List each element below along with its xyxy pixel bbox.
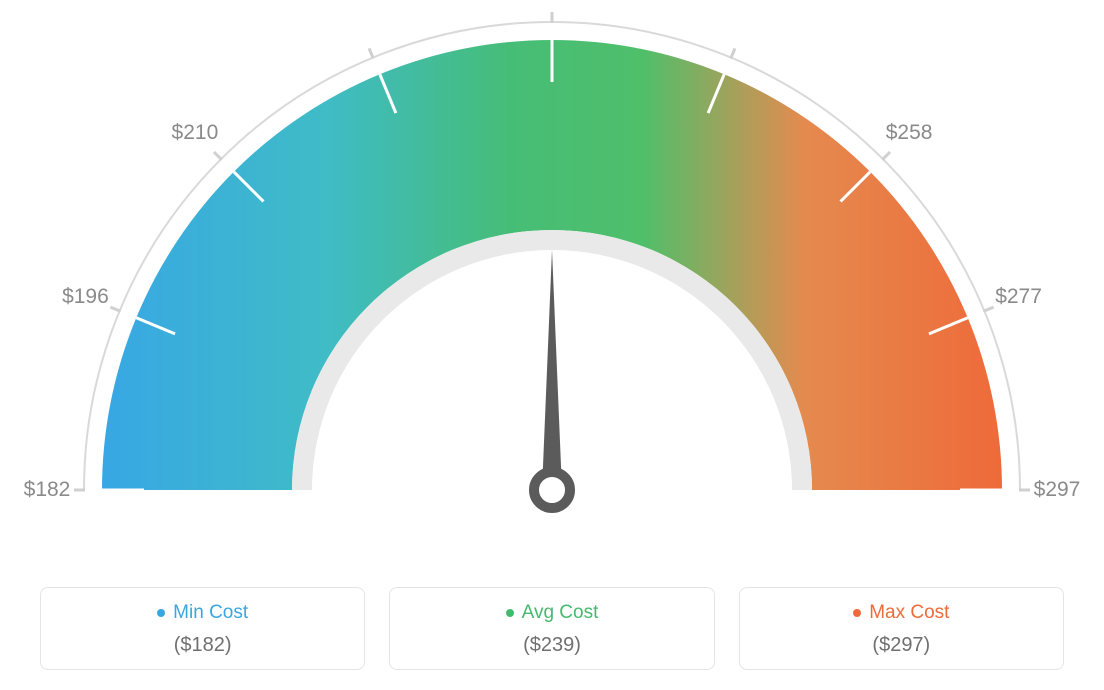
legend-label-min: Min Cost — [157, 602, 248, 624]
legend-text-max: Max Cost — [869, 602, 949, 624]
gauge-area: $182$196$210$239$258$277$297 — [0, 0, 1104, 560]
legend-card-avg: Avg Cost ($239) — [389, 587, 714, 670]
legend-card-min: Min Cost ($182) — [40, 587, 365, 670]
legend-dot-max — [853, 609, 861, 617]
legend-value-avg: ($239) — [400, 634, 703, 657]
legend-label-avg: Avg Cost — [506, 602, 599, 624]
legend-dot-min — [157, 609, 165, 617]
gauge-tick-label: $258 — [886, 121, 933, 145]
legend-value-min: ($182) — [51, 634, 354, 657]
gauge-tick-label: $182 — [24, 478, 71, 502]
legend-label-max: Max Cost — [853, 602, 949, 624]
legend-dot-avg — [506, 609, 514, 617]
legend-row: Min Cost ($182) Avg Cost ($239) Max Cost… — [40, 587, 1064, 670]
gauge-tick-label: $196 — [62, 285, 109, 309]
legend-text-min: Min Cost — [173, 602, 248, 624]
gauge-tick-label: $297 — [1034, 478, 1081, 502]
legend-card-max: Max Cost ($297) — [739, 587, 1064, 670]
cost-gauge-chart: $182$196$210$239$258$277$297 Min Cost ($… — [0, 0, 1104, 690]
legend-text-avg: Avg Cost — [522, 602, 599, 624]
gauge-tick-label: $277 — [995, 285, 1042, 309]
legend-value-max: ($297) — [750, 634, 1053, 657]
gauge-svg — [0, 0, 1104, 560]
gauge-tick-label: $210 — [172, 121, 219, 145]
